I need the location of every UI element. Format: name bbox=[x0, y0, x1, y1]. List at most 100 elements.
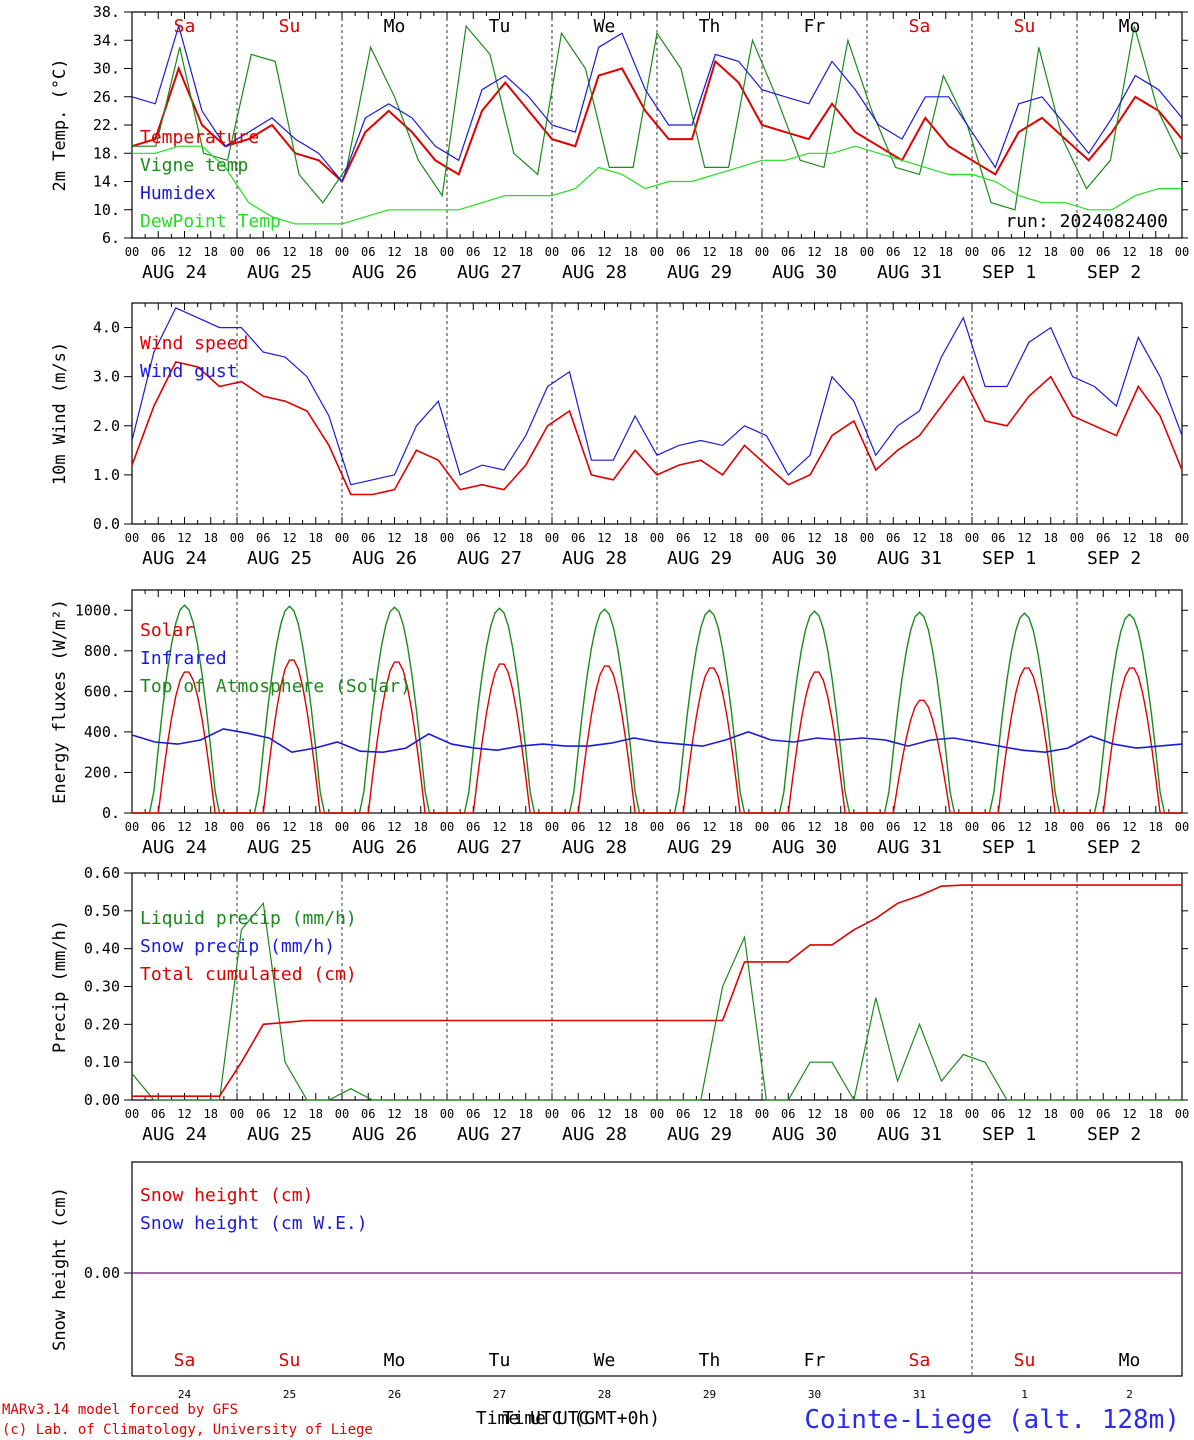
hour-label: 18 bbox=[204, 245, 218, 259]
hour-label: 12 bbox=[702, 531, 716, 545]
legend-entry: Wind gust bbox=[140, 361, 238, 382]
y-tick-label: 200. bbox=[84, 763, 120, 781]
hour-label: 18 bbox=[834, 245, 848, 259]
day-number-label: 24 bbox=[178, 1388, 192, 1401]
hour-label: 06 bbox=[361, 245, 375, 259]
y-tick-label: 1.0 bbox=[93, 466, 120, 484]
day-number-label: 2 bbox=[1126, 1388, 1133, 1401]
hour-label: 06 bbox=[781, 531, 795, 545]
hour-label: 18 bbox=[939, 531, 953, 545]
y-tick-label: 0.0 bbox=[93, 515, 120, 533]
day-of-week-label: Su bbox=[1014, 16, 1036, 37]
hour-label: 06 bbox=[466, 1107, 480, 1121]
hour-label: 06 bbox=[991, 1107, 1005, 1121]
hour-label: 00 bbox=[1070, 245, 1084, 259]
day-number-label: 27 bbox=[493, 1388, 506, 1401]
hour-label: 18 bbox=[1149, 1107, 1163, 1121]
hour-label: 18 bbox=[624, 1107, 638, 1121]
y-tick-label: 600. bbox=[84, 682, 120, 700]
hour-label: 00 bbox=[860, 531, 874, 545]
hour-label: 00 bbox=[860, 1107, 874, 1121]
hour-label: 00 bbox=[125, 245, 139, 259]
panel-3 bbox=[124, 589, 1188, 814]
day-of-week-label: We bbox=[594, 16, 616, 37]
hour-label: 00 bbox=[335, 820, 349, 834]
legend-entry: Humidex bbox=[140, 183, 216, 204]
legend-entry: Total cumulated (cm) bbox=[140, 964, 357, 985]
y-axis-title: Energy fluxes (W/m²) bbox=[50, 599, 70, 804]
y-tick-label: 400. bbox=[84, 723, 120, 741]
date-label: AUG 28 bbox=[562, 1124, 627, 1145]
y-tick-label: 18. bbox=[93, 144, 120, 162]
hour-label: 12 bbox=[282, 820, 296, 834]
hour-label: 06 bbox=[781, 820, 795, 834]
date-label: AUG 28 bbox=[562, 548, 627, 569]
hour-label: 18 bbox=[1044, 820, 1058, 834]
y-tick-label: 3.0 bbox=[93, 368, 120, 386]
date-label: AUG 26 bbox=[352, 548, 417, 569]
solar-line bbox=[132, 659, 1182, 814]
hour-label: 18 bbox=[1044, 1107, 1058, 1121]
date-label: AUG 28 bbox=[562, 837, 627, 858]
hour-label: 18 bbox=[204, 820, 218, 834]
hour-label: 18 bbox=[519, 245, 533, 259]
hour-label: 12 bbox=[597, 820, 611, 834]
hour-label: 00 bbox=[440, 1107, 454, 1121]
temperature-line bbox=[131, 59, 1183, 184]
hour-label: 12 bbox=[177, 1107, 191, 1121]
day-of-week-label: Mo bbox=[384, 16, 406, 37]
date-label: AUG 25 bbox=[247, 262, 312, 283]
hour-label: 12 bbox=[282, 531, 296, 545]
hour-label: 12 bbox=[1122, 531, 1136, 545]
y-tick-label: 0.40 bbox=[84, 940, 120, 958]
hour-label: 06 bbox=[571, 1107, 585, 1121]
day-of-week-label: Sa bbox=[909, 1350, 931, 1371]
hour-label: 18 bbox=[624, 531, 638, 545]
infrared-line bbox=[131, 728, 1183, 754]
hour-label: 00 bbox=[650, 820, 664, 834]
hour-label: 12 bbox=[702, 245, 716, 259]
date-label: AUG 31 bbox=[877, 837, 942, 858]
hour-label: 12 bbox=[912, 820, 926, 834]
hour-label: 18 bbox=[204, 531, 218, 545]
hour-label: 00 bbox=[230, 531, 244, 545]
y-tick-label: 0. bbox=[102, 804, 120, 822]
y-tick-label: 22. bbox=[93, 116, 120, 134]
panel-1 bbox=[124, 11, 1188, 239]
run-label: run: 2024082400 bbox=[1005, 211, 1168, 232]
wind-gust-line bbox=[131, 307, 1183, 486]
hour-label: 00 bbox=[230, 1107, 244, 1121]
dewpoint-temp-line bbox=[132, 145, 1182, 225]
date-label: SEP 1 bbox=[982, 262, 1036, 283]
date-label: AUG 25 bbox=[247, 548, 312, 569]
hour-label: 06 bbox=[571, 245, 585, 259]
hour-label: 06 bbox=[781, 245, 795, 259]
date-label: AUG 25 bbox=[247, 837, 312, 858]
date-label: SEP 2 bbox=[1087, 262, 1141, 283]
hour-label: 12 bbox=[177, 820, 191, 834]
legend-entry: Wind speed bbox=[140, 333, 248, 354]
hour-label: 18 bbox=[309, 531, 323, 545]
day-of-week-label: We bbox=[594, 1350, 616, 1371]
hour-label: 12 bbox=[387, 820, 401, 834]
hour-label: 12 bbox=[387, 531, 401, 545]
panel-frame bbox=[131, 589, 1183, 814]
y-tick-label: 0.20 bbox=[84, 1015, 120, 1033]
hour-label: 06 bbox=[991, 820, 1005, 834]
hour-label: 18 bbox=[519, 820, 533, 834]
hour-label: 06 bbox=[151, 1107, 165, 1121]
date-label: AUG 28 bbox=[562, 262, 627, 283]
legend-entry: Top of Atmosphere (Solar) bbox=[140, 676, 411, 697]
y-tick-label: 38. bbox=[93, 3, 120, 21]
hour-label: 18 bbox=[414, 1107, 428, 1121]
date-label: AUG 29 bbox=[667, 262, 732, 283]
hour-label: 06 bbox=[151, 245, 165, 259]
hour-label: 06 bbox=[886, 245, 900, 259]
day-number-label: 29 bbox=[703, 1388, 716, 1401]
hour-label: 00 bbox=[545, 820, 559, 834]
hour-label: 06 bbox=[361, 820, 375, 834]
hour-label: 18 bbox=[309, 820, 323, 834]
hour-label: 18 bbox=[309, 1107, 323, 1121]
day-of-week-label: Mo bbox=[1119, 1350, 1141, 1371]
hour-label: 12 bbox=[807, 1107, 821, 1121]
